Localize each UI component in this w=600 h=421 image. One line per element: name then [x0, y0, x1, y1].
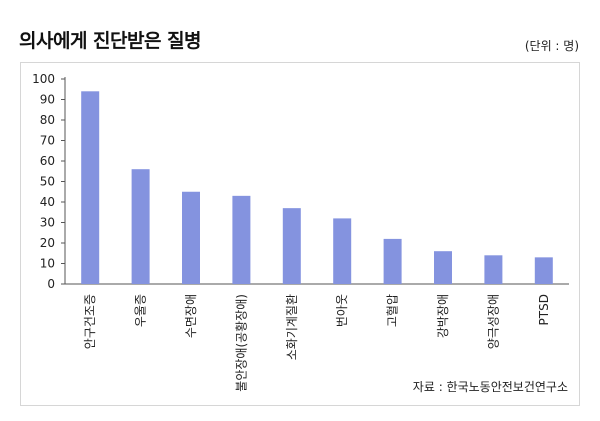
bar	[484, 255, 503, 284]
y-tick-label: 70	[40, 134, 55, 148]
x-category-label: 양극성장애	[486, 294, 500, 349]
y-tick-label: 100	[32, 72, 55, 86]
y-tick-label: 40	[40, 195, 55, 209]
y-tick-label: 0	[47, 277, 55, 291]
bar-chart: 0 10 20 30 40 50 60 70 80 90 100 안구건조증 우울증 수면장애 불안장애(공…	[32, 72, 569, 392]
x-category-label: 수면장애	[184, 294, 198, 338]
x-category-label: 불안장애(공황장애)	[234, 294, 248, 392]
chart-frame: 0 10 20 30 40 50 60 70 80 90 100 안구건조증 우울증 수면장애 불안장애(공…	[20, 62, 580, 406]
chart-title: 의사에게 진단받은 질병	[19, 30, 202, 52]
bar	[434, 251, 452, 284]
y-tick-label: 90	[40, 93, 55, 107]
bar	[534, 257, 553, 284]
y-tick-label: 30	[40, 216, 55, 230]
x-category-label: 번아웃	[335, 294, 349, 327]
x-category-label: PTSD	[537, 294, 551, 325]
y-tick-label: 50	[40, 175, 55, 189]
bar	[232, 195, 251, 284]
bar	[333, 218, 352, 284]
x-category-label: 우울증	[134, 294, 148, 327]
y-tick-label: 10	[40, 257, 55, 271]
x-category-label: 고혈압	[386, 294, 400, 327]
y-tick-label: 20	[40, 236, 55, 250]
bar	[182, 191, 200, 284]
y-tick-label: 60	[40, 154, 55, 168]
unit-label: (단위 : 명)	[524, 39, 579, 53]
bar	[131, 169, 150, 284]
x-category-label: 안구건조증	[83, 294, 97, 349]
bar	[383, 238, 402, 284]
source-note: 자료 : 한국노동안전보건연구소	[412, 380, 568, 394]
bar	[282, 208, 301, 284]
x-category-label: 강박장애	[436, 294, 450, 338]
y-tick-label: 80	[40, 113, 55, 127]
x-category-label: 소화기계질환	[285, 294, 299, 360]
bar	[81, 91, 100, 284]
